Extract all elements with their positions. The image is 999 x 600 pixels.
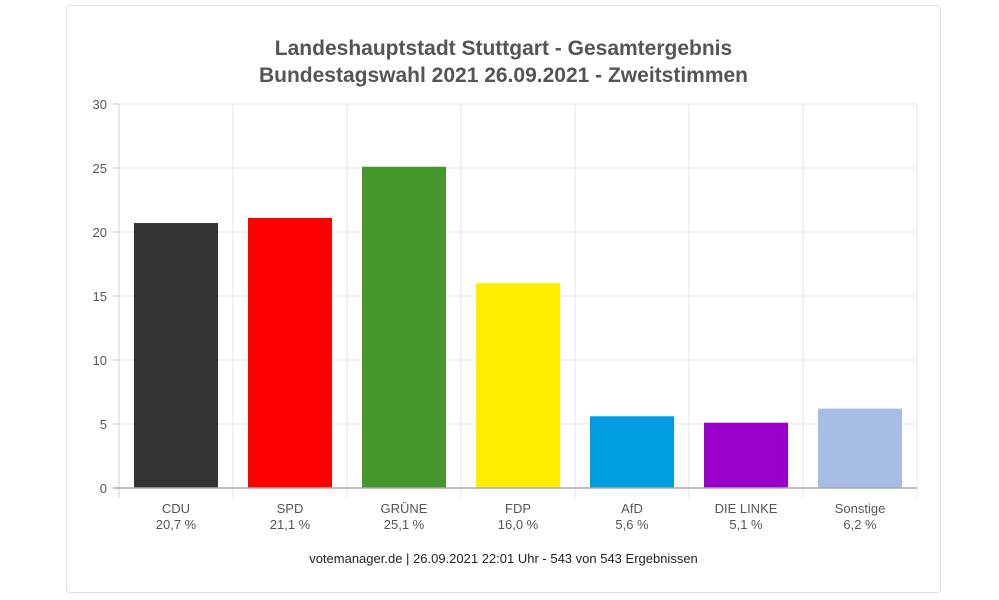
bar-grüne: [362, 166, 446, 488]
x-tick-label: DIE LINKE: [715, 501, 778, 516]
x-tick-label: AfD: [621, 501, 643, 516]
y-tick-label: 0: [100, 481, 107, 496]
x-tick-label: GRÜNE: [381, 501, 428, 516]
chart-subtitle: Bundestagswahl 2021 26.09.2021 - Zweitst…: [258, 64, 749, 87]
y-tick-label: 25: [93, 161, 107, 176]
bar-value-label: 16,0 %: [498, 517, 539, 532]
bar-sonstige: [818, 408, 902, 488]
bar-fdp: [476, 283, 560, 488]
y-tick-label: 5: [100, 417, 107, 432]
bar-value-label: 21,1 %: [270, 517, 311, 532]
bar-cdu: [134, 223, 218, 489]
y-tick-label: 15: [93, 289, 107, 304]
bar-value-label: 6,2 %: [843, 517, 877, 532]
chart-title: Landeshauptstadt Stuttgart - Gesamtergeb…: [274, 37, 733, 60]
x-tick-label: FDP: [505, 501, 531, 516]
y-tick-label: 30: [93, 97, 107, 112]
bar-afd: [590, 416, 674, 488]
y-tick-label: 10: [93, 353, 107, 368]
y-tick-label: 20: [93, 225, 107, 240]
bar-value-label: 5,1 %: [729, 517, 763, 532]
x-tick-label: Sonstige: [835, 501, 886, 516]
x-tick-label: SPD: [277, 501, 304, 516]
x-tick-label: CDU: [162, 501, 190, 516]
bar-value-label: 20,7 %: [156, 517, 197, 532]
bar-spd: [248, 217, 332, 489]
bar-value-label: 25,1 %: [384, 517, 425, 532]
bar-value-label: 5,6 %: [615, 517, 649, 532]
bar-die-linke: [704, 422, 788, 488]
chart-footer: votemanager.de | 26.09.2021 22:01 Uhr - …: [309, 551, 698, 566]
